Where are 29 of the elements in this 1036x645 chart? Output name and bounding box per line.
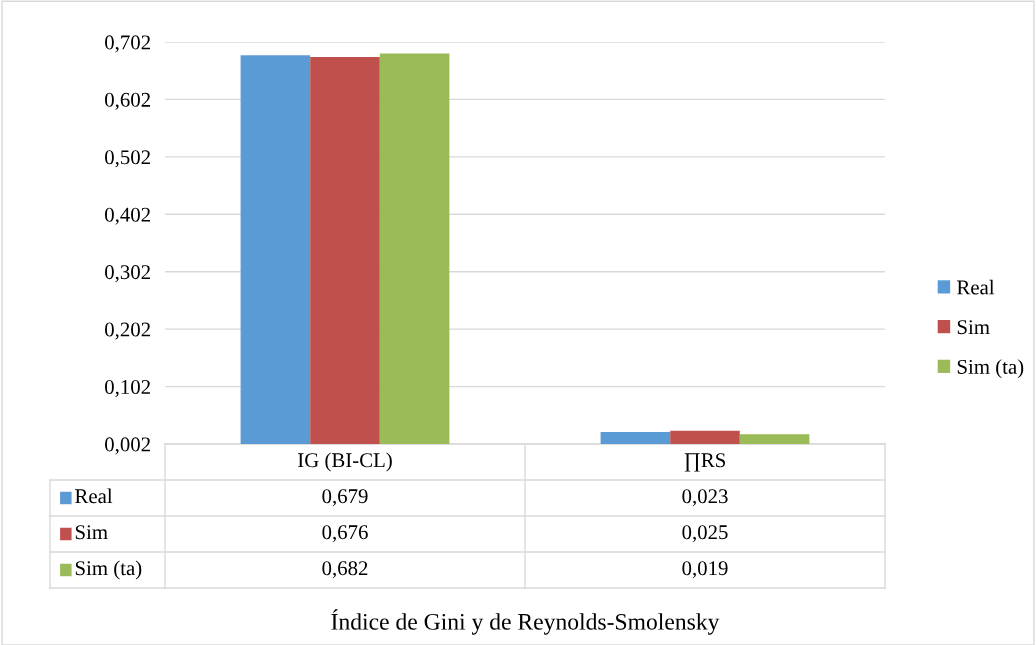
- y-tick-label: 0,402: [105, 207, 150, 225]
- legend-label: Real: [75, 488, 113, 504]
- text: Real: [957, 279, 995, 295]
- y-tick-label: 0,602: [105, 92, 150, 110]
- bar: [670, 430, 740, 444]
- y-tick-label: 0,002: [105, 437, 150, 455]
- text: Sim (ta): [75, 560, 142, 580]
- bar: [739, 434, 810, 444]
- text: Índice de Gini y de Reynolds-Smolensky: [331, 609, 720, 635]
- bar: [600, 431, 671, 444]
- data-label: 0,023: [682, 489, 728, 507]
- x-tick-label: IG (BI-CL): [298, 452, 392, 472]
- y-tick-label: 0,302: [105, 265, 150, 283]
- text: Sim: [75, 525, 108, 540]
- y-tick-label: 0,102: [105, 379, 150, 397]
- legend-label: Sim (ta): [957, 359, 1024, 379]
- bar: [310, 56, 380, 444]
- bar: [240, 55, 311, 444]
- data-label: 0,025: [682, 525, 728, 543]
- legend-label: Sim: [957, 320, 990, 335]
- x-tick-label: ∏RS: [684, 453, 726, 472]
- y-tick-label: 0,702: [105, 35, 150, 53]
- bar: [379, 53, 450, 444]
- y-tick-label: 0,202: [105, 322, 150, 340]
- data-label: 0,019: [682, 561, 728, 579]
- data-label: 0,682: [322, 561, 368, 579]
- data-label: 0,676: [322, 525, 368, 543]
- data-label: 0,679: [322, 489, 368, 507]
- y-tick-label: 0,502: [105, 150, 150, 168]
